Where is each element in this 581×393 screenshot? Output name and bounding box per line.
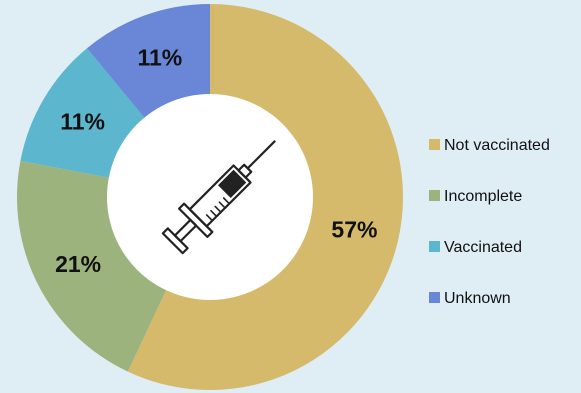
legend-swatch <box>429 190 440 201</box>
legend-label: Incomplete <box>444 188 522 205</box>
donut-hole <box>107 94 313 300</box>
legend-swatch <box>429 292 440 303</box>
legend-swatch <box>429 241 440 252</box>
legend: Not vaccinated Incomplete Vaccinated Unknow… <box>429 137 550 307</box>
slice-label: 11% <box>60 109 105 135</box>
legend-label: Vaccinated <box>444 239 522 256</box>
syringe-icon <box>161 140 276 255</box>
legend-swatch <box>429 139 440 150</box>
slice-labels: 57% 21% 11% 11% <box>55 45 377 277</box>
slice-label: 11% <box>137 45 182 71</box>
slice-label: 21% <box>55 251 101 277</box>
legend-label: Not vaccinated <box>444 137 550 154</box>
legend-label: Unknown <box>444 290 511 307</box>
slice-label: 57% <box>331 216 377 242</box>
